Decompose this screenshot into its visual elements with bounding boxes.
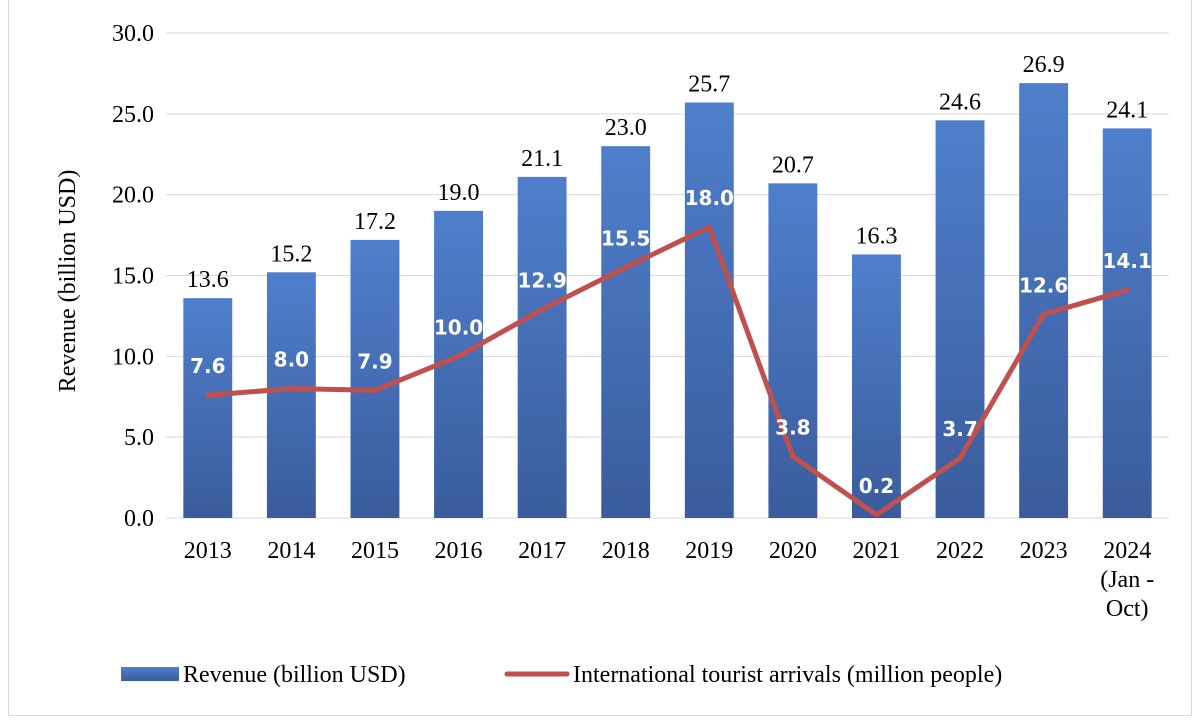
revenue-value-label: 17.2 — [354, 209, 396, 235]
revenue-bar — [350, 239, 400, 518]
arrivals-value-label: 12.6 — [1019, 273, 1068, 297]
legend-label-arrivals: International tourist arrivals (million … — [573, 662, 1002, 688]
y-tick-label: 10.0 — [112, 344, 154, 370]
y-tick-label: 30.0 — [112, 21, 154, 47]
x-tick-line: 2014 — [267, 538, 315, 564]
arrivals-value-label: 7.9 — [357, 349, 392, 373]
arrivals-value-label: 15.5 — [601, 226, 650, 250]
revenue-bar — [684, 102, 734, 519]
arrivals-line — [205, 224, 1130, 518]
arrivals-line-path — [205, 224, 1130, 518]
arrivals-value-label: 7.6 — [190, 354, 225, 378]
arrivals-value-label: 12.9 — [517, 268, 566, 292]
revenue-value-label: 13.6 — [187, 267, 229, 293]
x-tick-label: 2013 — [184, 538, 232, 564]
revenue-bar — [517, 176, 567, 518]
x-tick-line: 2015 — [351, 538, 399, 564]
x-tick-label: 2015 — [351, 538, 399, 564]
legend: Revenue (billion USD) International tour… — [121, 662, 1002, 688]
legend-swatch-revenue — [121, 667, 179, 681]
revenue-value-label: 19.0 — [438, 180, 480, 206]
revenue-value-label: 16.3 — [855, 223, 897, 249]
y-tick-label: 0.0 — [124, 506, 154, 532]
arrivals-value-label: 14.1 — [1103, 249, 1152, 273]
gridlines — [166, 32, 1169, 519]
x-tick-label: 2014 — [267, 538, 315, 564]
revenue-bar — [1102, 128, 1152, 518]
x-tick-label: 2018 — [602, 538, 650, 564]
arrivals-value-label: 3.8 — [775, 416, 810, 440]
revenue-bar — [1019, 83, 1069, 518]
y-tick-label: 20.0 — [112, 183, 154, 209]
x-tick-label: 2016 — [435, 538, 483, 564]
revenue-value-label: 23.0 — [605, 115, 647, 141]
data-labels: 13.6 15.2 17.2 19.0 21.1 23.0 25.7 20.7 16.3 24.6… — [187, 52, 1152, 498]
combo-chart: 0.05.010.015.020.025.030.0 13.615.217.21… — [55, 21, 1169, 688]
x-tick-line: 2019 — [685, 538, 733, 564]
y-tick-label: 5.0 — [124, 425, 154, 451]
x-tick-line: 2018 — [602, 538, 650, 564]
revenue-value-label: 26.9 — [1023, 52, 1065, 78]
revenue-value-label: 25.7 — [688, 72, 730, 98]
y-axis-title: Revenue (billion USD) — [55, 170, 81, 393]
x-tick-line: 2021 — [852, 538, 900, 564]
revenue-value-label: 24.6 — [939, 89, 981, 115]
arrivals-value-label: 3.7 — [942, 417, 977, 441]
revenue-bar — [768, 183, 818, 518]
arrivals-value-label: 18.0 — [685, 186, 734, 210]
x-tick-label: 2021 — [852, 538, 900, 564]
x-tick-line: 2016 — [435, 538, 483, 564]
arrivals-value-label: 10.0 — [434, 315, 483, 339]
bars — [183, 83, 1152, 519]
y-axis: 0.0 5.0 10.0 15.0 20.0 25.0 30.0 — [112, 21, 154, 532]
x-tick-label: 2017 — [518, 538, 566, 564]
x-tick-label: 2019 — [685, 538, 733, 564]
revenue-value-label: 15.2 — [270, 241, 312, 267]
y-tick-label: 15.0 — [112, 264, 154, 290]
x-tick-line: Oct) — [1106, 596, 1149, 622]
x-tick-line: 2023 — [1020, 538, 1068, 564]
revenue-bar — [266, 272, 316, 518]
y-tick-label: 25.0 — [112, 102, 154, 128]
arrivals-value-label: 0.2 — [859, 474, 894, 498]
legend-label-revenue: Revenue (billion USD) — [183, 662, 406, 688]
x-tick-line: 2017 — [518, 538, 566, 564]
x-tick-label: 2022 — [936, 538, 984, 564]
revenue-bar — [183, 298, 233, 518]
x-tick-label: 2020 — [769, 538, 817, 564]
x-tick-line: 2020 — [769, 538, 817, 564]
x-axis: 2013 2014 2015 2016 2017 2018 2019 2020 2021 2022… — [184, 538, 1154, 622]
revenue-value-label: 20.7 — [772, 152, 814, 178]
revenue-value-label: 21.1 — [521, 146, 563, 172]
revenue-bar — [935, 120, 985, 519]
chart-frame: 0.0 5.0 10.0 15.0 20.0 25.0 30.0 13.6 15.2 17.2 1… — [8, 0, 1192, 716]
x-tick-line: 2013 — [184, 538, 232, 564]
revenue-bar — [852, 254, 901, 518]
arrivals-value-label: 8.0 — [274, 348, 309, 372]
revenue-value-label: 24.1 — [1106, 97, 1148, 123]
x-tick-line: (Jan - — [1100, 567, 1154, 593]
x-tick-line: 2024 — [1103, 538, 1151, 564]
x-tick-label: 2024 (Jan - Oct) — [1100, 538, 1154, 622]
x-tick-label: 2023 — [1020, 538, 1068, 564]
x-tick-line: 2022 — [936, 538, 984, 564]
revenue-bar — [601, 146, 651, 518]
